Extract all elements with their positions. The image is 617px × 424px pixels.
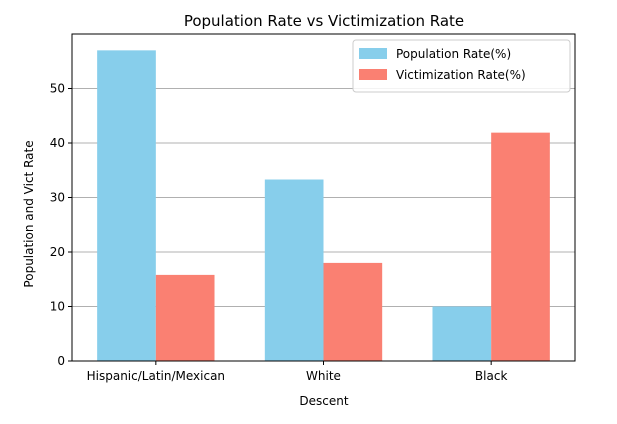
- legend-box: [352, 39, 571, 93]
- x-axis-label: Descent: [299, 394, 348, 408]
- y-tick-label: 30: [50, 191, 65, 205]
- y-tick-label: 0: [57, 354, 65, 368]
- chart-title: Population Rate vs Victimization Rate: [184, 12, 464, 30]
- y-tick-label: 10: [50, 300, 65, 314]
- bar-victimization-1: [323, 262, 383, 361]
- bar-victimization-2: [491, 132, 550, 361]
- bar-population-1: [264, 179, 324, 361]
- y-axis-label: Population and Vict Rate: [22, 140, 36, 287]
- bar-population-2: [432, 306, 492, 361]
- y-tick-label: 20: [50, 245, 65, 259]
- y-tick-label: 40: [50, 136, 65, 150]
- legend-swatch: [359, 48, 387, 59]
- x-tick-label: White: [306, 369, 341, 383]
- bar-victimization-0: [155, 274, 215, 361]
- legend: Population Rate(%) Victimization Rate(%): [352, 39, 571, 93]
- legend-label: Victimization Rate(%): [396, 68, 526, 82]
- bar-population-0: [97, 50, 156, 361]
- y-tick-label: 50: [50, 82, 65, 96]
- legend-label: Population Rate(%): [396, 47, 511, 61]
- x-tick-label: Black: [475, 369, 508, 383]
- x-tick-label: Hispanic/Latin/Mexican: [87, 369, 225, 383]
- legend-swatch: [359, 69, 387, 80]
